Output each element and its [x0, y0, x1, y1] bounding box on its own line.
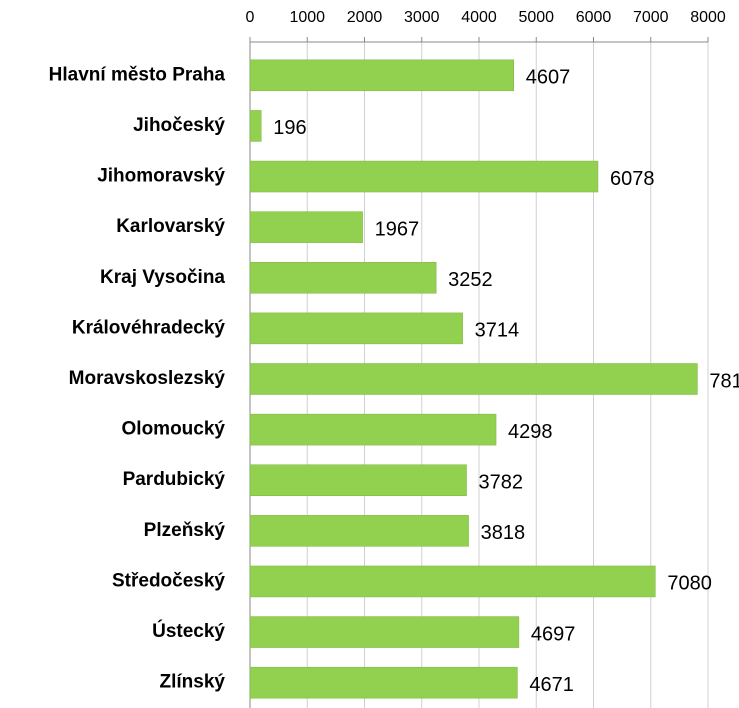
value-label: 4607: [526, 67, 571, 89]
value-label: 1967: [375, 218, 420, 240]
category-label: Jihomoravský: [97, 166, 225, 187]
category-label: Jihočeský: [133, 115, 225, 136]
bar: [249, 413, 497, 446]
bar: [249, 211, 363, 243]
value-label: 4697: [531, 623, 576, 645]
bar: [249, 616, 520, 648]
category-label: Středočeský: [112, 570, 225, 591]
category-label: Olomoucký: [122, 419, 226, 440]
category-label: Královéhradecký: [72, 317, 226, 338]
category-label: Plzeňský: [144, 520, 226, 541]
bar: [249, 110, 262, 142]
bar: [249, 464, 467, 496]
x-tick-label: 6000: [576, 9, 612, 26]
value-label: 3714: [475, 320, 519, 342]
value-label: 4671: [529, 674, 574, 696]
category-label: Hlavní město Praha: [49, 64, 226, 85]
x-tick-label: 1000: [289, 9, 325, 26]
x-tick-label: 3000: [404, 9, 440, 26]
value-label: 196: [273, 117, 306, 139]
x-tick-label: 8000: [690, 9, 726, 26]
category-label: Pardubický: [123, 469, 226, 490]
bar: [249, 666, 518, 699]
value-label: 4298: [508, 421, 553, 443]
category-label: Karlovarský: [116, 216, 225, 237]
x-tick-label: 4000: [461, 9, 497, 26]
bar: [249, 363, 698, 395]
bar: [249, 565, 656, 598]
bar: [249, 515, 469, 547]
category-label: Ústecký: [152, 620, 225, 642]
bar: [249, 160, 599, 193]
value-label: 3782: [479, 472, 524, 494]
value-label: 7815: [709, 370, 739, 392]
x-tick-label: 7000: [633, 9, 669, 26]
x-tick-label: 0: [246, 9, 255, 26]
value-label: 3252: [448, 269, 493, 291]
category-label: Moravskoslezský: [69, 368, 226, 389]
value-label: 6078: [610, 168, 655, 190]
bar: [249, 262, 437, 294]
bar: [249, 59, 515, 92]
category-label: Zlínský: [160, 672, 226, 693]
value-label: 7080: [667, 573, 712, 595]
bar: [249, 312, 463, 345]
value-label: 3818: [481, 522, 526, 544]
x-tick-label: 2000: [347, 9, 383, 26]
category-label: Kraj Vysočina: [100, 267, 225, 288]
x-tick-label: 5000: [518, 9, 554, 26]
